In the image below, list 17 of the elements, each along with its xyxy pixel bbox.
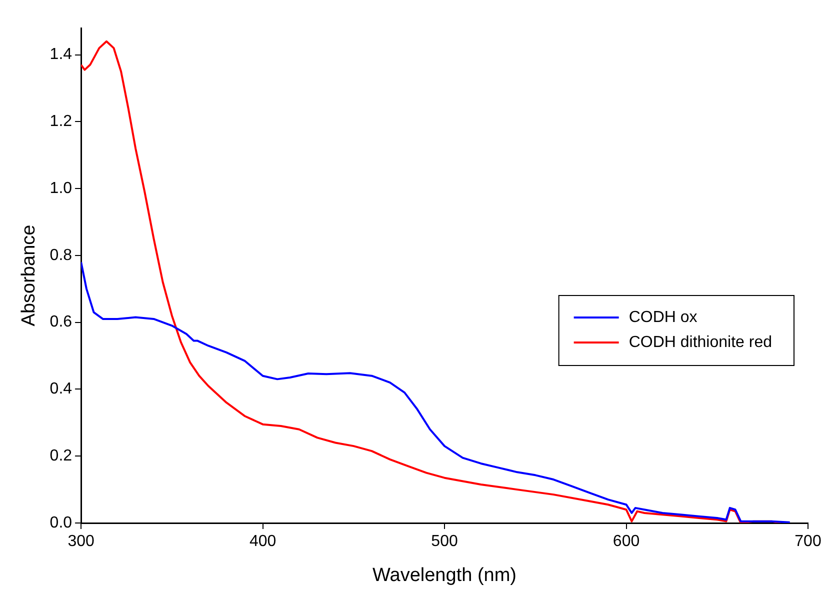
legend-label: CODH ox [628,308,698,326]
x-tick-label: 500 [431,533,458,550]
y-tick-label: 0.8 [50,246,72,264]
x-tick-label: 300 [68,533,94,550]
y-tick-label: 0.6 [50,314,72,331]
x-tick-label: 400 [249,533,276,550]
x-axis-title: Wavelength (nm) [372,564,517,586]
y-tick-label: 1.2 [50,113,72,130]
y-tick-label: 0.4 [50,380,72,398]
y-tick-label: 0.0 [50,514,72,532]
y-tick-label: 0.2 [50,448,72,465]
x-tick-label: 600 [612,533,640,550]
y-axis-title: Absorbance [18,224,40,326]
x-tick-label: 700 [794,533,822,550]
y-tick-label: 1.0 [50,180,72,197]
y-tick-label: 1.4 [50,46,72,64]
legend-label: CODH dithionite red [628,334,772,351]
